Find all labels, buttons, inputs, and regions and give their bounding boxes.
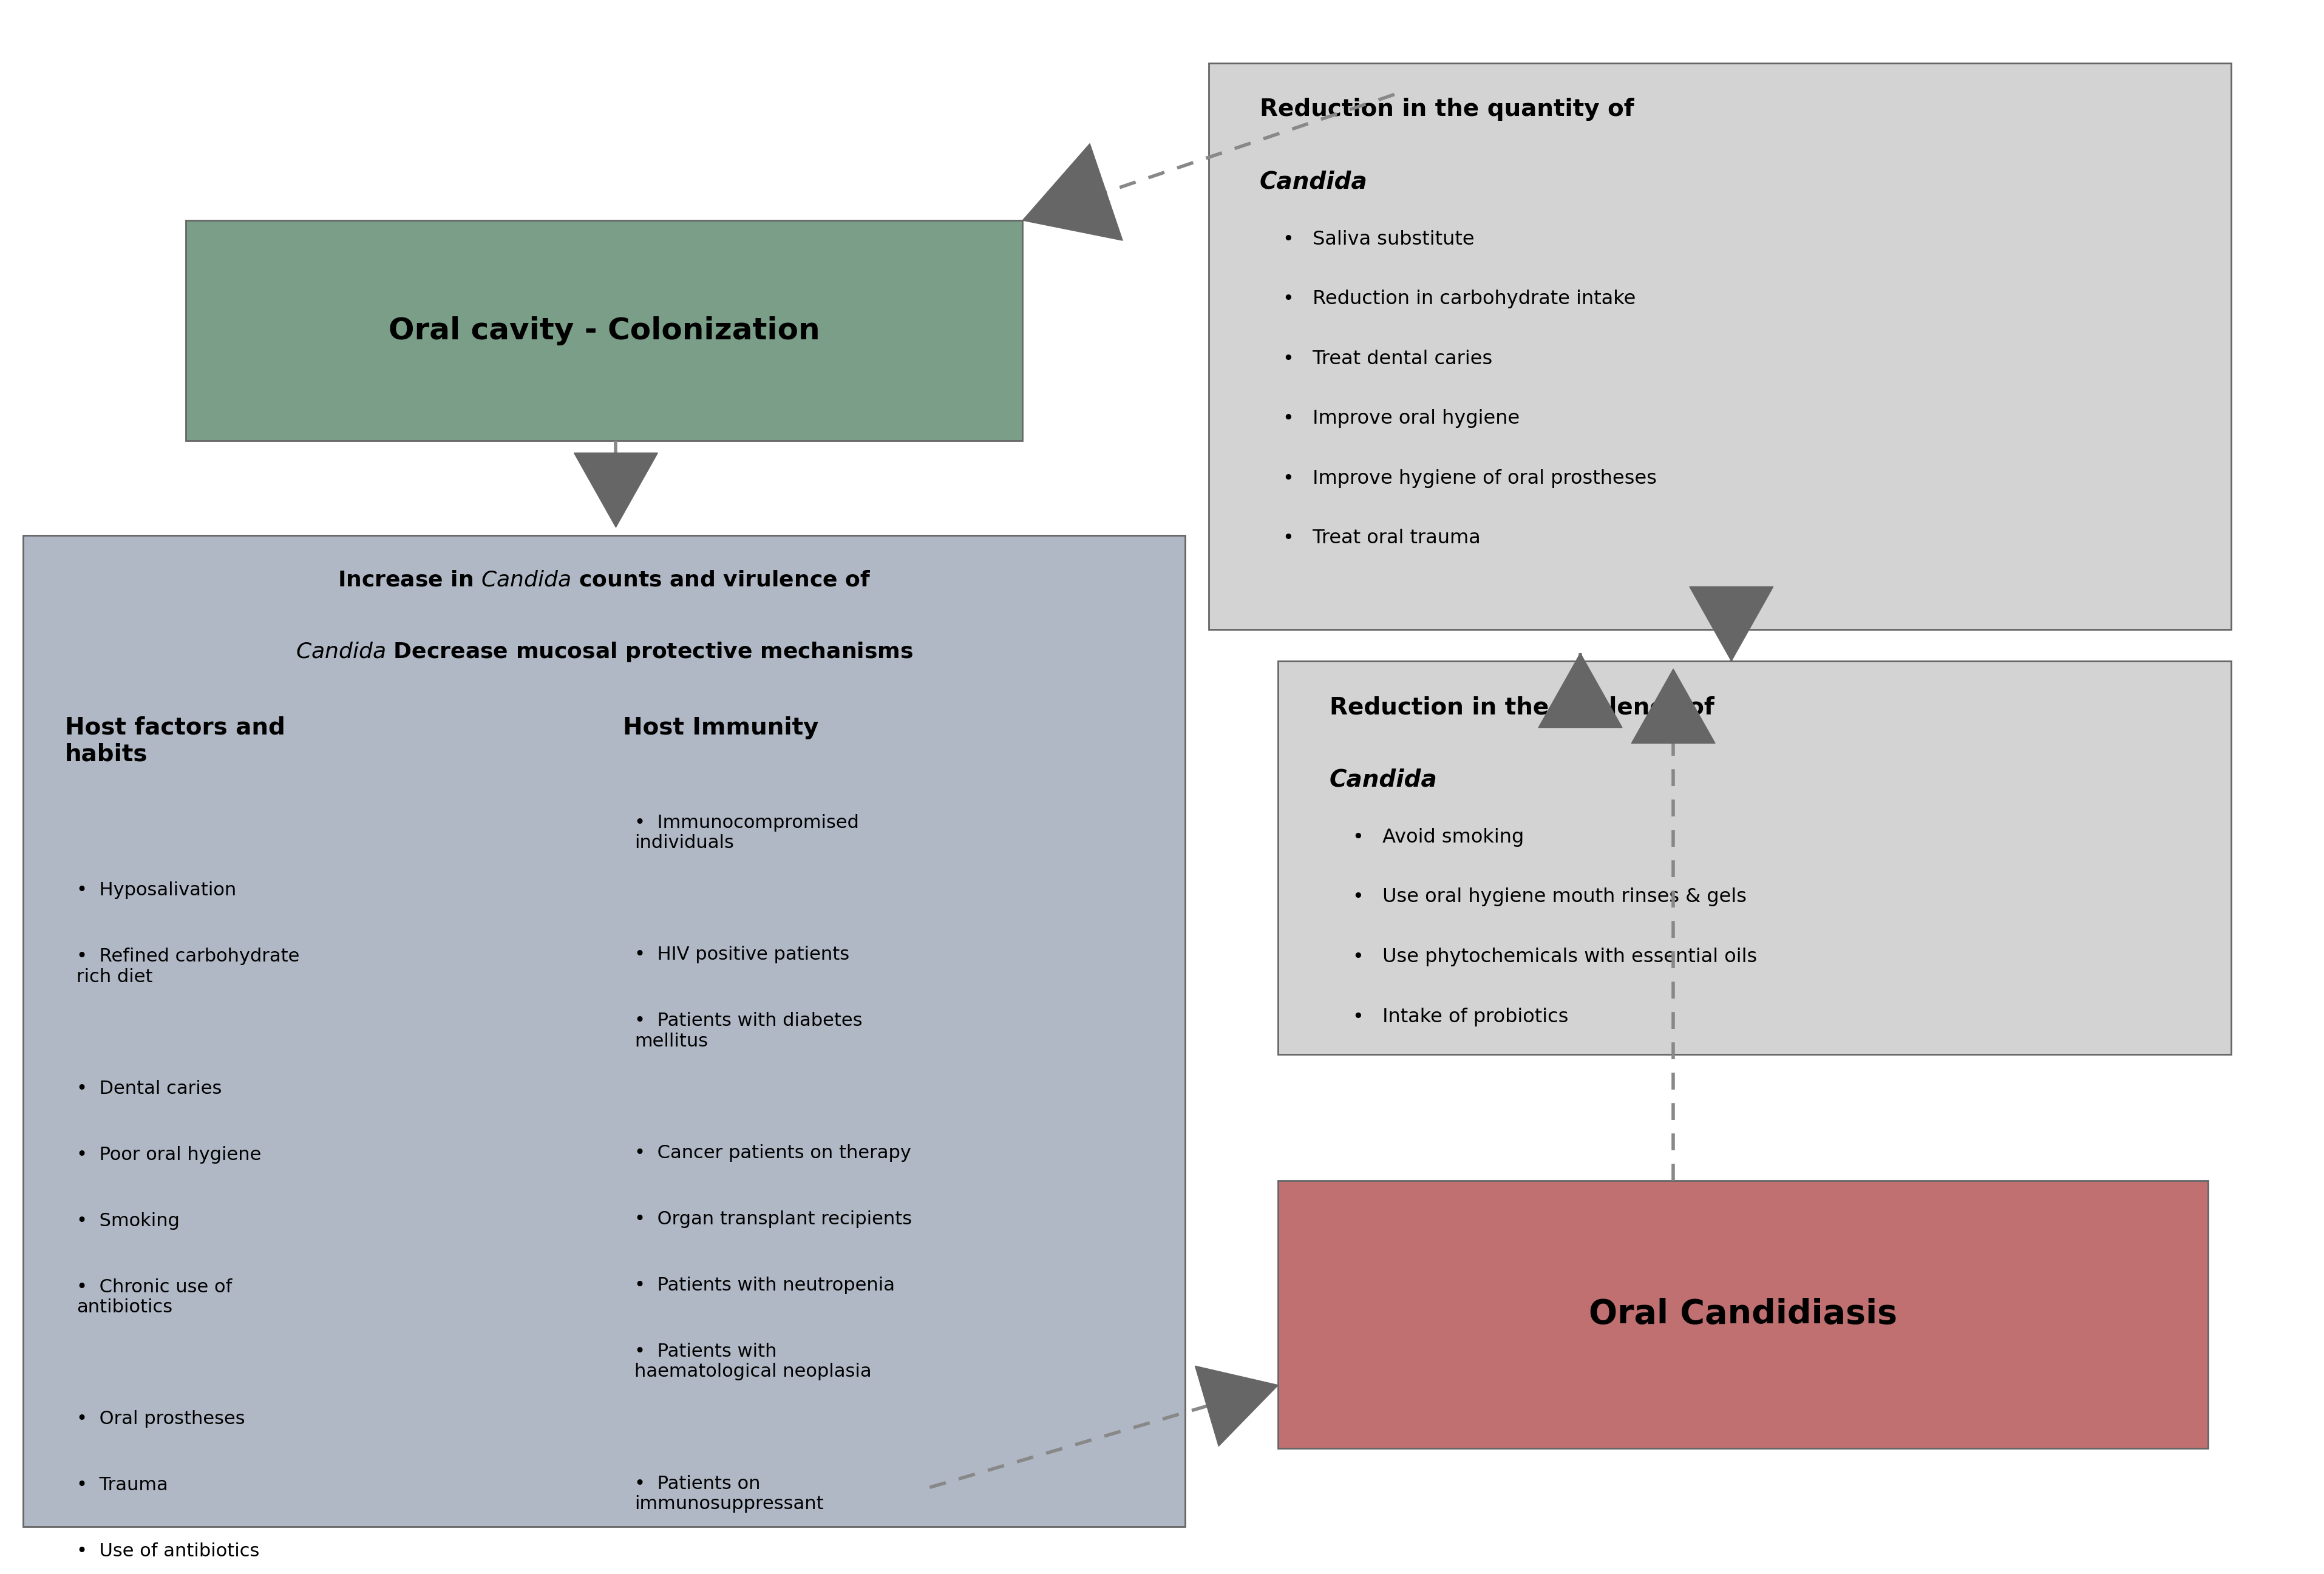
Text: Reduction in the quantity of: Reduction in the quantity of bbox=[1260, 98, 1634, 121]
Text: •  Patients with diabetes
mellitus: • Patients with diabetes mellitus bbox=[634, 1012, 862, 1050]
Text: Reduction in the virulence of: Reduction in the virulence of bbox=[1329, 696, 1715, 719]
Text: •   Avoid smoking: • Avoid smoking bbox=[1353, 828, 1525, 847]
Text: Candida: Candida bbox=[1329, 768, 1436, 792]
Text: •   Improve oral hygiene: • Improve oral hygiene bbox=[1283, 409, 1520, 428]
Text: •   Intake of probiotics: • Intake of probiotics bbox=[1353, 1007, 1569, 1026]
Text: •   Saliva substitute: • Saliva substitute bbox=[1283, 230, 1473, 249]
Text: •  Patients with neutropenia: • Patients with neutropenia bbox=[634, 1277, 895, 1294]
Text: •  Dental caries: • Dental caries bbox=[77, 1080, 223, 1097]
FancyBboxPatch shape bbox=[23, 535, 1185, 1527]
FancyBboxPatch shape bbox=[1278, 661, 2231, 1055]
Polygon shape bbox=[574, 453, 658, 527]
Text: Oral cavity - Colonization: Oral cavity - Colonization bbox=[388, 316, 820, 345]
Polygon shape bbox=[1538, 653, 1622, 727]
Text: •  HIV positive patients: • HIV positive patients bbox=[634, 946, 851, 963]
Polygon shape bbox=[1690, 587, 1773, 661]
Polygon shape bbox=[1023, 143, 1122, 241]
Text: Host Immunity: Host Immunity bbox=[623, 716, 818, 740]
Text: •   Reduction in carbohydrate intake: • Reduction in carbohydrate intake bbox=[1283, 290, 1636, 309]
Text: Host factors and
habits: Host factors and habits bbox=[65, 716, 286, 767]
Text: •  Hyposalivation: • Hyposalivation bbox=[77, 881, 237, 899]
Text: •   Use oral hygiene mouth rinses & gels: • Use oral hygiene mouth rinses & gels bbox=[1353, 888, 1748, 907]
FancyBboxPatch shape bbox=[1208, 63, 2231, 630]
Text: •   Improve hygiene of oral prostheses: • Improve hygiene of oral prostheses bbox=[1283, 469, 1657, 488]
Text: •  Poor oral hygiene: • Poor oral hygiene bbox=[77, 1146, 263, 1163]
Text: •  Patients on
immunosuppressant: • Patients on immunosuppressant bbox=[634, 1475, 823, 1513]
Text: •  Oral prostheses: • Oral prostheses bbox=[77, 1410, 246, 1428]
Text: •  Organ transplant recipients: • Organ transplant recipients bbox=[634, 1210, 911, 1228]
Text: •  Use of antibiotics: • Use of antibiotics bbox=[77, 1543, 260, 1560]
Text: •  Cancer patients on therapy: • Cancer patients on therapy bbox=[634, 1144, 911, 1162]
Text: •  Chronic use of
antibiotics: • Chronic use of antibiotics bbox=[77, 1278, 232, 1316]
Text: •  Smoking: • Smoking bbox=[77, 1212, 179, 1229]
Text: •  Immunocompromised
individuals: • Immunocompromised individuals bbox=[634, 814, 860, 852]
Text: •  Trauma: • Trauma bbox=[77, 1476, 167, 1494]
Text: •   Treat dental caries: • Treat dental caries bbox=[1283, 349, 1492, 368]
Text: •   Use phytochemicals with essential oils: • Use phytochemicals with essential oils bbox=[1353, 948, 1757, 966]
Text: $\bf{\it{Candida}}$ Decrease mucosal protective mechanisms: $\bf{\it{Candida}}$ Decrease mucosal pro… bbox=[295, 641, 913, 664]
Polygon shape bbox=[1631, 669, 1715, 743]
Text: •  Patients with
haematological neoplasia: • Patients with haematological neoplasia bbox=[634, 1343, 872, 1380]
FancyBboxPatch shape bbox=[1278, 1180, 2208, 1448]
Text: Candida: Candida bbox=[1260, 170, 1367, 194]
FancyBboxPatch shape bbox=[186, 220, 1023, 441]
Polygon shape bbox=[1195, 1366, 1278, 1447]
Text: Oral Candidiasis: Oral Candidiasis bbox=[1590, 1299, 1896, 1330]
Text: •  Refined carbohydrate
rich diet: • Refined carbohydrate rich diet bbox=[77, 948, 300, 985]
Text: Increase in $\bf{\it{Candida}}$ counts and virulence of: Increase in $\bf{\it{Candida}}$ counts a… bbox=[337, 570, 872, 590]
Text: •   Treat oral trauma: • Treat oral trauma bbox=[1283, 529, 1480, 548]
